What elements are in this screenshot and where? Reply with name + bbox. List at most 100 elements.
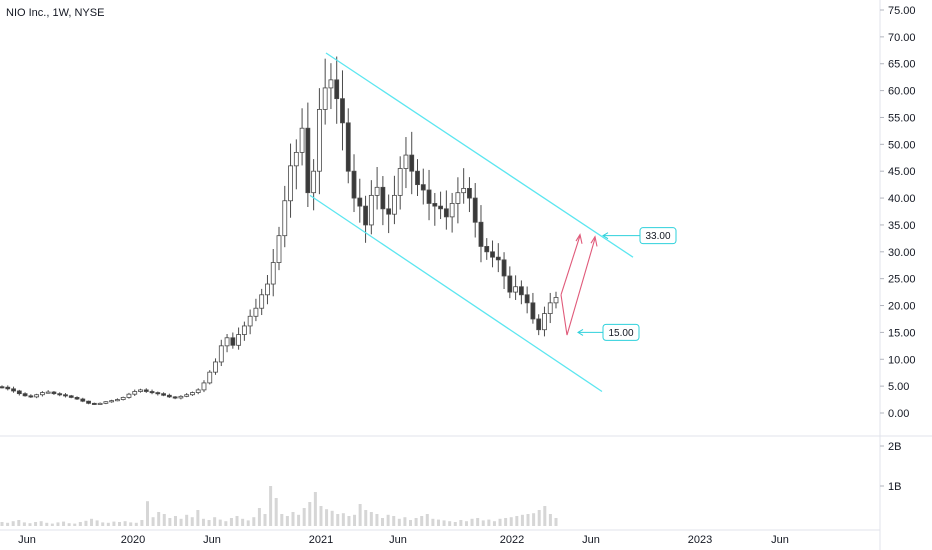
projection-arrowhead: [590, 235, 598, 247]
candle-body: [236, 334, 242, 346]
candle-body: [542, 313, 547, 331]
candle-body: [495, 256, 501, 261]
time-tick-label: 2021: [309, 534, 333, 546]
callout-label: 33.00: [645, 231, 670, 242]
candle-body: [195, 389, 201, 393]
projection-path: [560, 238, 596, 336]
candle-body: [357, 197, 363, 207]
candle-body: [415, 170, 420, 186]
channel-upper-line: [325, 52, 634, 258]
candle-body: [374, 186, 380, 196]
price-tick-label: 20.00: [888, 301, 916, 313]
volume-bar: [106, 522, 110, 526]
candle-body: [22, 393, 28, 397]
candle-body: [547, 302, 553, 314]
volume-bar: [157, 512, 161, 526]
candle-body: [368, 194, 374, 226]
volume-bar: [39, 521, 43, 526]
callout-arrowhead: [602, 232, 609, 240]
volume-bar: [397, 518, 401, 526]
candle-body: [86, 400, 91, 404]
volume-bar: [543, 506, 547, 526]
volume-bar: [45, 522, 49, 526]
volume-bar: [101, 522, 105, 526]
volume-bar: [241, 518, 245, 526]
time-tick-label: Jun: [18, 534, 36, 546]
candle-body: [484, 246, 490, 253]
volume-bar: [17, 520, 21, 526]
candle-body: [397, 168, 403, 196]
volume-bar: [84, 520, 88, 526]
volume-bar: [11, 521, 15, 526]
volume-layer: [0, 486, 558, 526]
volume-bar: [235, 516, 239, 526]
candle-body: [166, 394, 172, 398]
volume-bar: [280, 514, 284, 526]
volume-bar: [56, 522, 60, 526]
price-tick-label: 45.00: [888, 166, 916, 178]
volume-bar: [90, 518, 94, 526]
volume-bar: [459, 520, 463, 526]
candle-body: [247, 315, 253, 327]
chart-title: NIO Inc., 1W, NYSE: [6, 7, 105, 19]
price-tick-label: 70.00: [888, 32, 916, 44]
candle-body: [409, 154, 415, 172]
candle-body: [190, 392, 195, 396]
candle-body: [68, 395, 74, 398]
callout-arrowhead: [577, 328, 584, 336]
candle-body: [403, 154, 409, 169]
volume-bar: [0, 522, 4, 526]
volume-bar: [520, 514, 524, 526]
channel-lower-line: [309, 194, 603, 393]
candle-body: [132, 391, 138, 395]
candle-body: [518, 286, 524, 296]
volume-bar: [353, 514, 357, 526]
volume-bar: [554, 518, 558, 526]
volume-bar: [285, 516, 289, 526]
volume-bar: [218, 519, 222, 526]
candle-body: [259, 294, 265, 309]
volume-bar: [492, 521, 496, 526]
candle-body: [420, 184, 426, 191]
time-tick-label: Jun: [203, 534, 221, 546]
candle-body: [530, 302, 536, 320]
volume-bar: [252, 517, 256, 526]
candle-body: [109, 400, 115, 403]
drawing-layer[interactable]: 33.00 15.00: [309, 52, 677, 393]
volume-bar: [364, 510, 368, 526]
candle-body: [178, 395, 184, 399]
time-tick-label: Jun: [389, 534, 407, 546]
volume-bar: [347, 516, 351, 526]
candle-body: [120, 397, 126, 400]
volume-bar: [190, 517, 194, 526]
time-tick-label: 2022: [500, 534, 524, 546]
volume-bar: [302, 508, 306, 526]
candle-body: [513, 286, 519, 293]
volume-bar: [532, 513, 536, 526]
price-tick-label: 55.00: [888, 112, 916, 124]
callout-label: 15.00: [608, 328, 633, 339]
volume-bar: [173, 516, 177, 526]
volume-bar: [448, 521, 452, 526]
candle-body: [380, 186, 386, 210]
volume-bar: [509, 517, 513, 526]
price-tick-label: 0.00: [888, 408, 909, 420]
volume-bar: [73, 523, 77, 526]
candle-body: [363, 205, 368, 226]
candle-body: [311, 170, 317, 194]
candle-body: [305, 127, 311, 194]
volume-bar: [263, 514, 267, 526]
volume-bar: [341, 513, 345, 526]
volume-bar: [179, 518, 183, 526]
volume-bar: [481, 520, 485, 526]
volume-bar: [151, 517, 155, 526]
candle-body: [288, 165, 293, 202]
volume-bar: [425, 514, 429, 526]
volume-bar: [414, 518, 418, 526]
candle-body: [276, 235, 282, 263]
volume-bar: [313, 492, 317, 526]
volume-bar: [330, 510, 334, 526]
price-tick-label: 15.00: [888, 327, 916, 339]
volume-bar: [325, 509, 329, 526]
